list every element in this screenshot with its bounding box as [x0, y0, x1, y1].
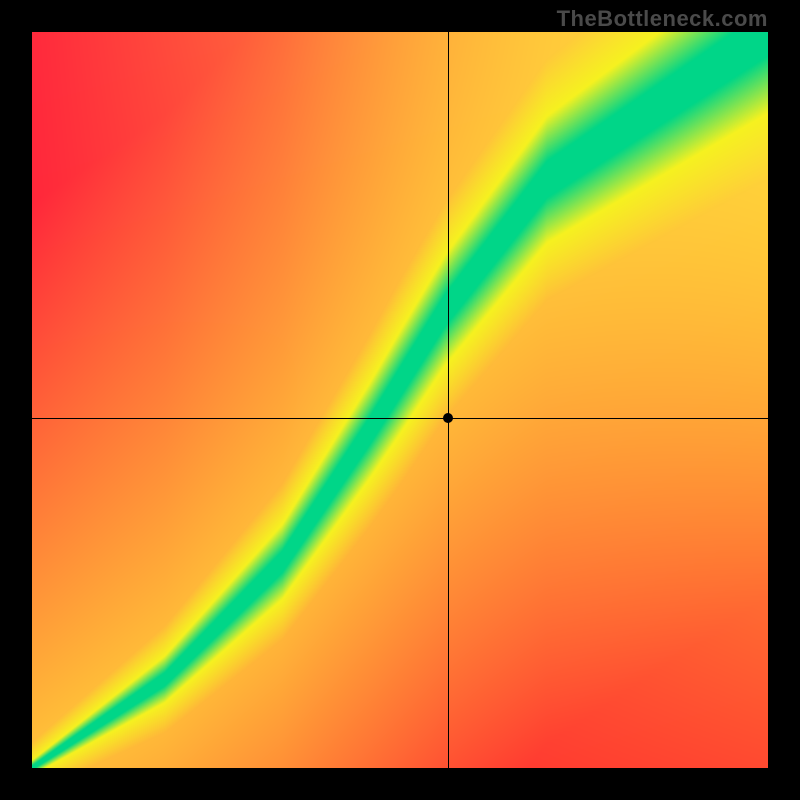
watermark-text: TheBottleneck.com — [557, 6, 768, 32]
heatmap-plot — [32, 32, 768, 768]
crosshair-horizontal — [32, 418, 768, 419]
heatmap-canvas — [32, 32, 768, 768]
crosshair-dot — [443, 413, 453, 423]
figure-frame: TheBottleneck.com — [0, 0, 800, 800]
crosshair-vertical — [448, 32, 449, 768]
